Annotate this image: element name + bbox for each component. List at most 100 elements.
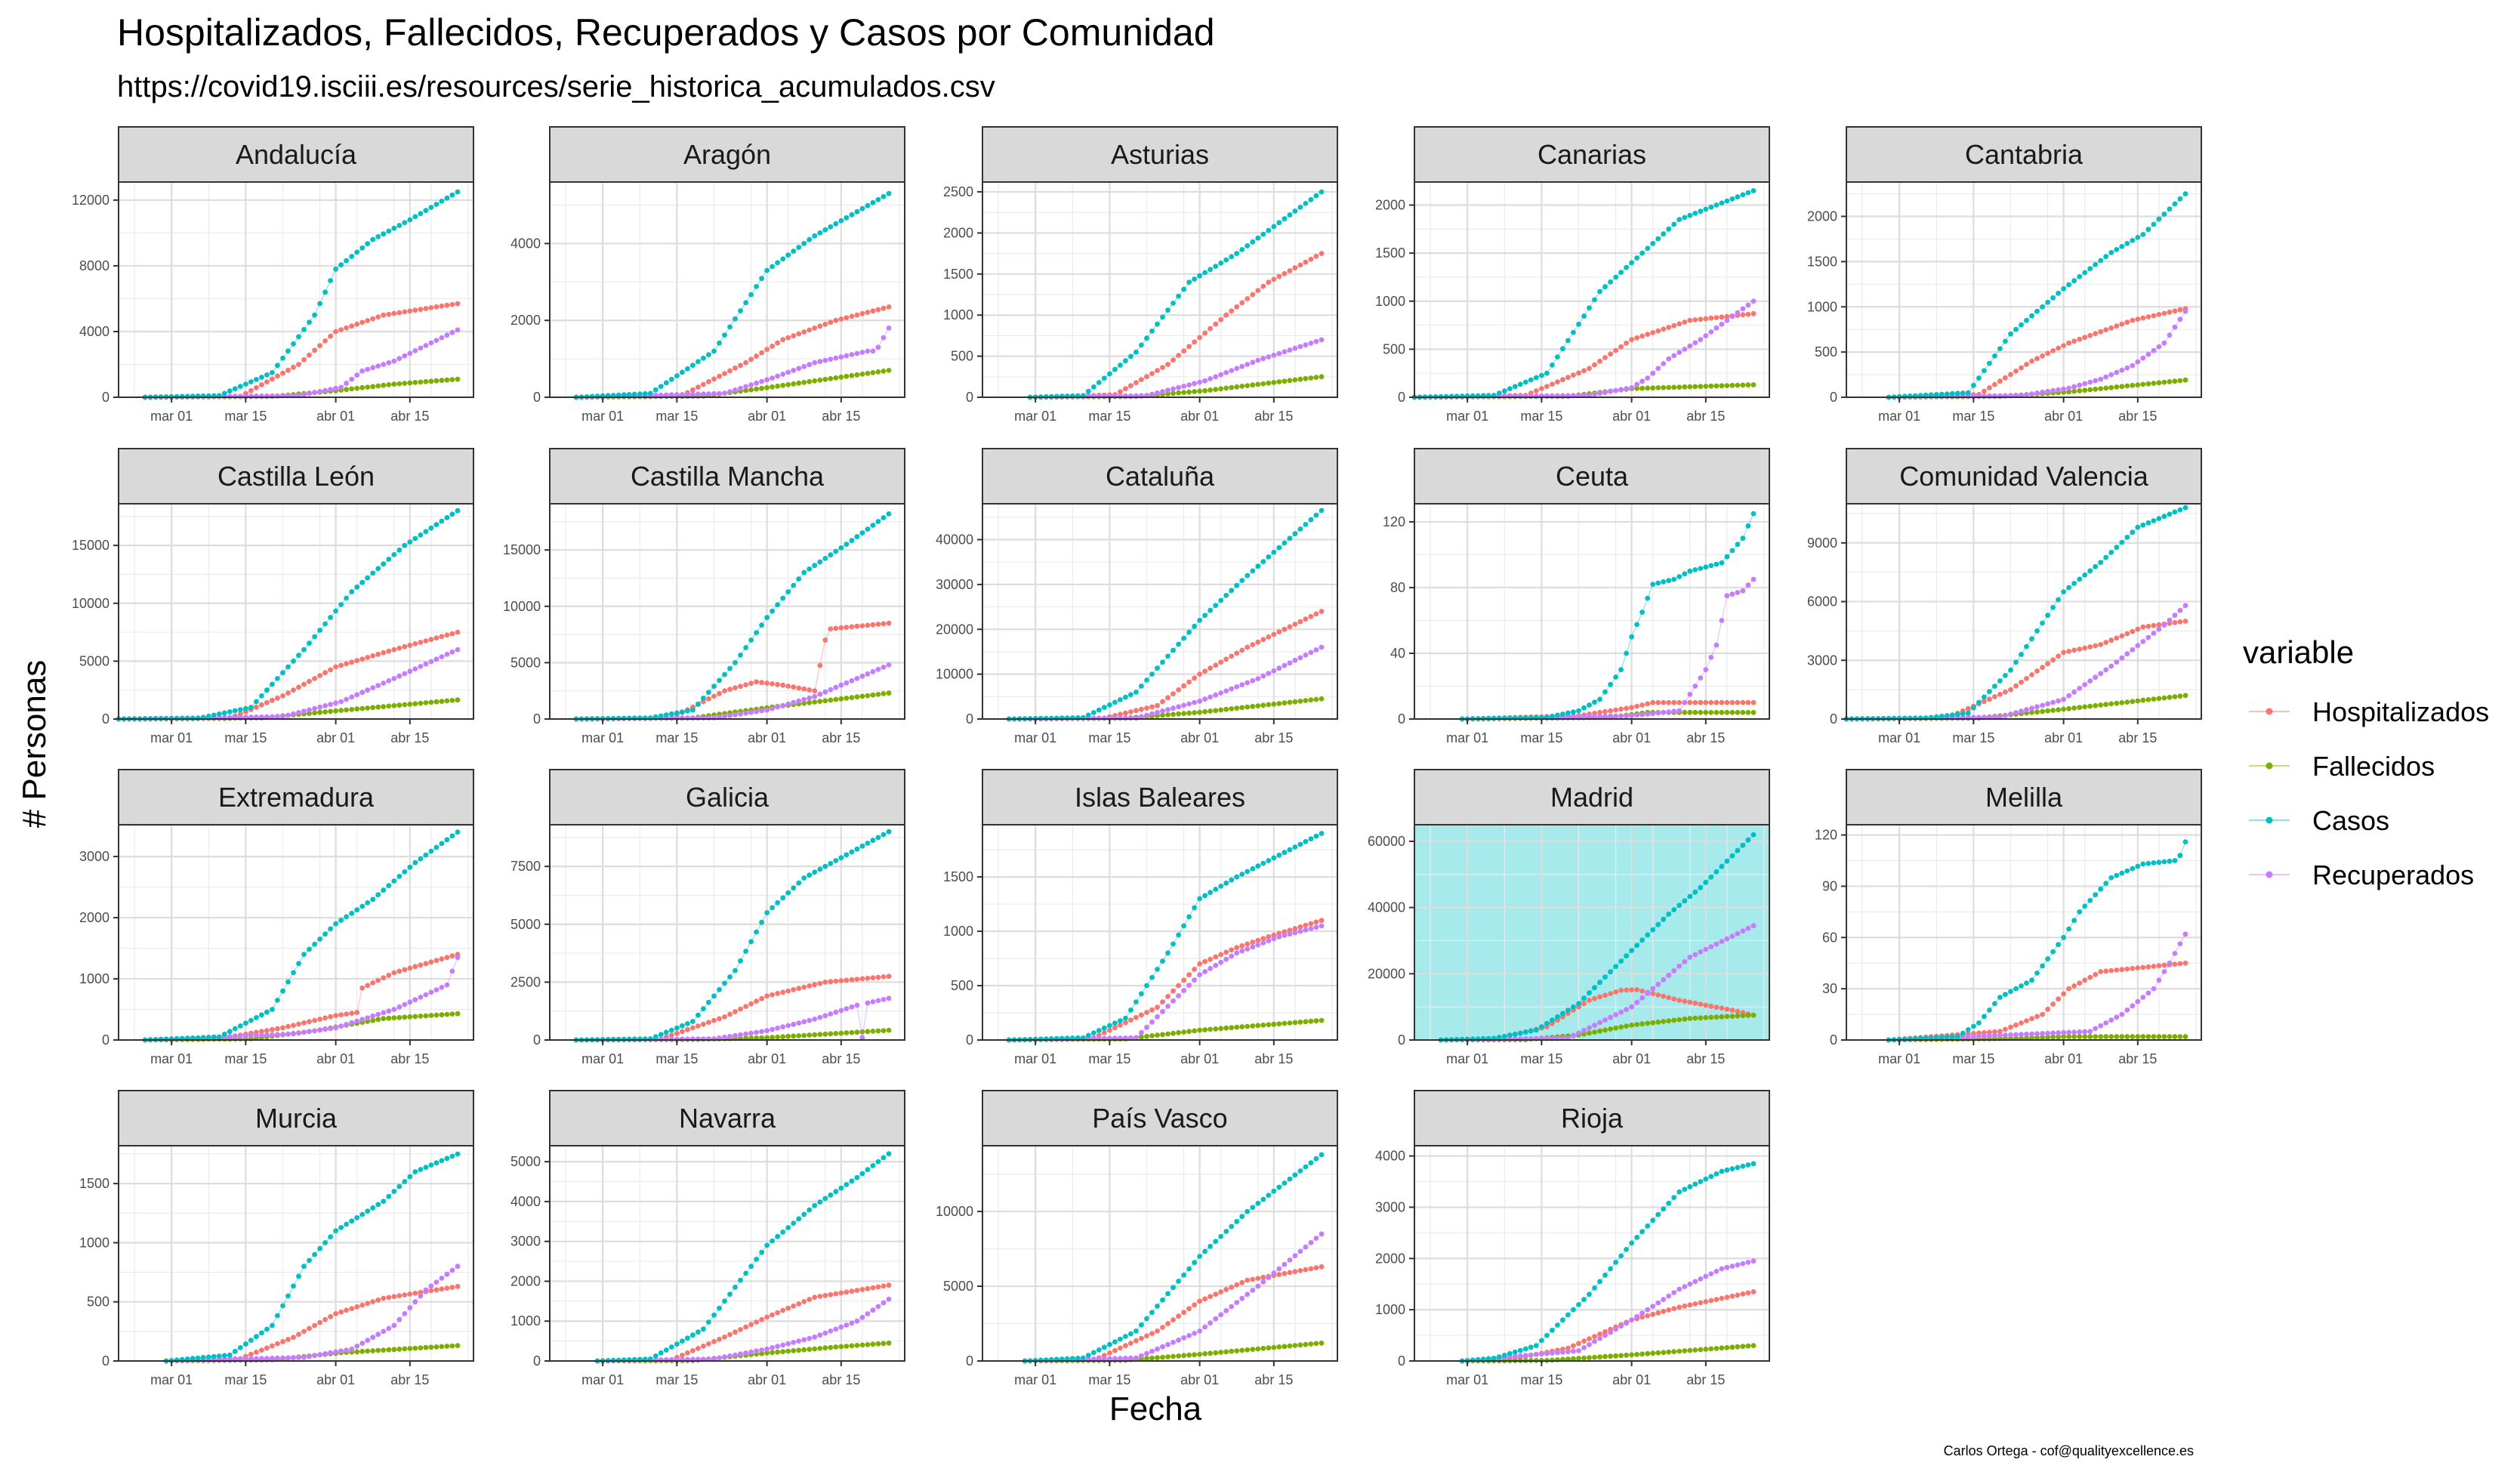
x-tick-label: abr 15 [2118,1051,2157,1066]
data-point [1676,217,1683,222]
data-point [402,381,408,386]
data-point [1250,940,1256,945]
data-point [386,1347,392,1353]
data-point [402,869,408,875]
data-point [1634,712,1640,718]
y-tick-label: 9000 [1807,535,1837,551]
data-point [833,548,839,554]
y-tick-label: 2000 [1807,209,1837,224]
data-point [2061,1029,2067,1035]
data-point [1234,684,1240,690]
data-point [1992,694,1997,699]
x-tick-label: abr 15 [390,730,429,745]
data-point [1987,1008,1992,1013]
x-tick-label: abr 01 [1612,409,1651,424]
data-point [381,650,387,656]
data-point [1698,1001,1704,1007]
data-point [1608,991,1614,996]
data-point [1507,715,1513,721]
data-point [1560,1011,1565,1017]
data-point [391,1015,397,1021]
data-point [722,390,727,397]
data-point [370,1299,376,1304]
data-point [2056,707,2062,713]
data-point [2161,310,2167,316]
data-point [1192,1028,1197,1034]
data-point [2172,308,2178,314]
data-point [391,358,397,364]
data-point [1960,1030,1966,1036]
data-point [349,707,355,712]
data-point [1255,639,1261,645]
facet-title: Ceuta [1556,461,1629,492]
data-point [844,542,850,548]
data-point [759,350,764,356]
data-point [1708,383,1714,389]
data-point [2151,860,2157,866]
data-point [1313,696,1319,702]
data-point [1687,692,1693,697]
data-point [1661,579,1667,585]
data-point [1587,305,1592,311]
data-point [254,704,259,710]
data-point [1218,707,1224,713]
data-point [307,946,312,952]
data-point [2082,387,2088,393]
data-point [407,380,413,386]
data-point [1713,699,1720,705]
data-point [375,683,381,688]
data-point [2119,1034,2125,1039]
data-point [1208,708,1213,714]
data-point [785,1225,791,1230]
data-point [365,318,371,323]
data-point [1213,387,1219,392]
data-point [1149,1033,1155,1038]
data-point [1255,1023,1261,1029]
data-point [1597,994,1602,1000]
data-point [743,949,748,954]
data-point [2003,375,2008,381]
data-point [1592,391,1597,397]
x-tick-label: abr 01 [748,1372,786,1387]
data-point [2034,668,2040,674]
data-point [444,698,450,704]
data-point [2103,1034,2109,1039]
data-point [2151,1034,2157,1039]
facet-title: Canarias [1538,139,1646,170]
data-point [1602,1017,1608,1023]
data-point [727,1033,733,1039]
data-point [2050,708,2056,713]
data-point [433,1344,440,1350]
data-point [1724,317,1730,323]
data-point [770,681,775,687]
data-point [1297,655,1303,661]
data-point [211,712,217,718]
data-point [828,687,834,693]
data-point [1587,366,1592,372]
data-point [738,684,743,690]
facet-strip [118,769,474,825]
data-point [854,1029,860,1035]
data-point [370,236,376,242]
y-tick-label: 6000 [1807,594,1837,609]
data-point [1090,393,1097,400]
data-point [1960,390,1966,396]
data-point [1650,927,1656,933]
data-point [296,362,301,367]
data-point [1245,383,1251,388]
data-point [333,608,338,614]
data-point [1155,390,1160,396]
x-tick-label: mar 01 [1878,409,1920,424]
data-point [1666,912,1672,917]
data-point [2114,1034,2120,1039]
data-point [1982,1033,1987,1038]
data-point [1213,374,1219,380]
series-casos [573,511,892,722]
data-point [1692,889,1698,895]
data-point [444,1285,450,1291]
data-point [1724,709,1730,715]
data-point [690,715,696,721]
data-point [2008,687,2013,693]
